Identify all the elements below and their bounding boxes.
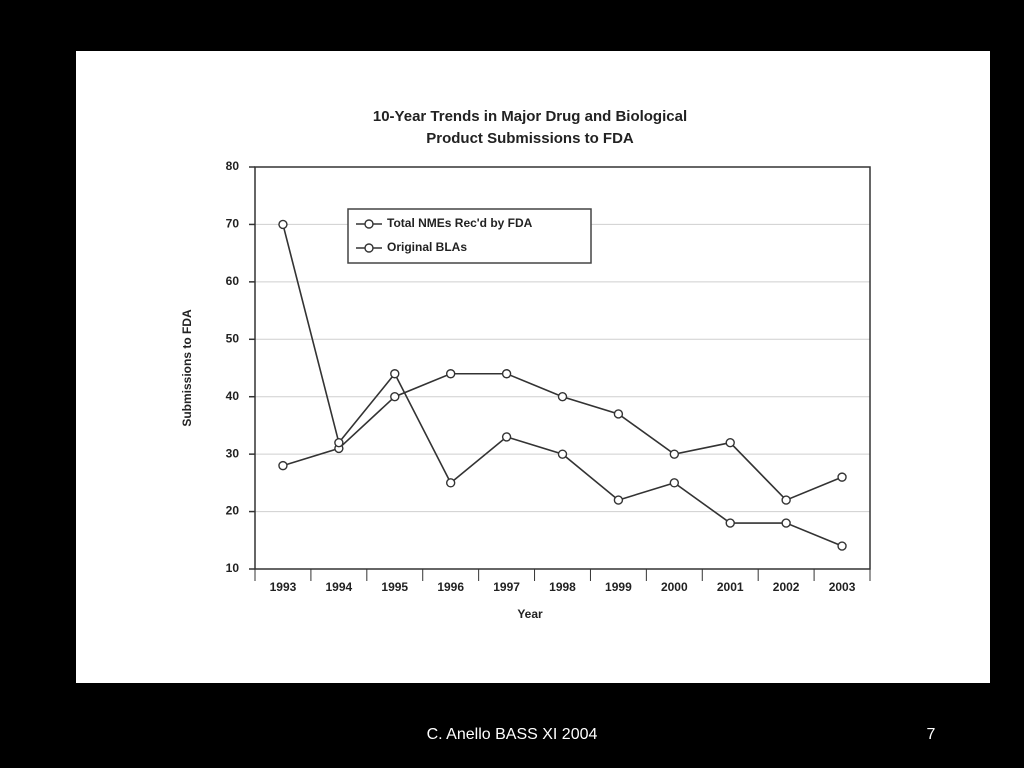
data-point bbox=[613, 495, 624, 505]
data-point bbox=[390, 392, 400, 402]
data-point bbox=[445, 369, 456, 379]
x-tick-label: 1993 bbox=[270, 580, 297, 594]
chart-title: Product Submissions to FDA bbox=[426, 130, 634, 147]
data-point bbox=[557, 392, 568, 402]
x-tick-label: 1997 bbox=[493, 580, 520, 594]
data-point bbox=[725, 437, 735, 448]
x-tick-label: 2000 bbox=[661, 580, 688, 594]
y-tick-label: 20 bbox=[226, 504, 240, 518]
y-tick-label: 30 bbox=[226, 446, 240, 460]
x-tick-label: 2002 bbox=[773, 580, 800, 594]
data-point bbox=[501, 432, 512, 442]
data-point bbox=[781, 518, 791, 528]
legend-box bbox=[347, 208, 592, 264]
x-tick-label: 1994 bbox=[326, 580, 353, 594]
y-tick-label: 60 bbox=[226, 274, 240, 288]
y-axis-label: Submissions to FDA bbox=[180, 309, 194, 427]
y-tick-label: 10 bbox=[226, 561, 240, 575]
y-tick-label: 50 bbox=[226, 331, 240, 345]
data-point bbox=[613, 409, 624, 419]
data-point bbox=[669, 478, 680, 488]
x-tick-label: 1995 bbox=[381, 580, 408, 594]
data-point bbox=[837, 541, 847, 551]
footer-text: C. Anello BASS XI 2004 bbox=[427, 726, 598, 743]
y-tick-label: 80 bbox=[226, 159, 240, 173]
plot-frame bbox=[254, 166, 871, 570]
data-point bbox=[445, 478, 456, 488]
data-point bbox=[669, 449, 680, 459]
legend-label: Original BLAs bbox=[387, 240, 467, 254]
y-tick-label: 70 bbox=[226, 217, 240, 231]
x-axis-label: Year bbox=[517, 607, 543, 621]
data-point bbox=[501, 369, 512, 379]
data-point bbox=[781, 495, 791, 505]
data-point bbox=[334, 437, 344, 448]
x-tick-label: 2001 bbox=[717, 580, 744, 594]
plot-area: 10 20 30 40 50 60 70 80 1993 1994 1995 1996 1997 1998… bbox=[226, 159, 871, 594]
legend-label: Total NMEs Rec'd by FDA bbox=[387, 216, 533, 230]
x-tick-label: 1999 bbox=[605, 580, 632, 594]
y-tick-label: 40 bbox=[226, 389, 240, 403]
x-tick-label: 2003 bbox=[829, 580, 856, 594]
legend-marker bbox=[364, 243, 374, 253]
x-tick-label: 1996 bbox=[437, 580, 464, 594]
chart-title: 10-Year Trends in Major Drug and Biologi… bbox=[373, 108, 687, 125]
data-point bbox=[278, 460, 288, 471]
legend-marker bbox=[364, 219, 374, 229]
data-point bbox=[725, 518, 735, 528]
data-point bbox=[557, 449, 568, 459]
data-point bbox=[390, 369, 400, 379]
data-point bbox=[837, 472, 847, 482]
page-number: 7 bbox=[927, 726, 936, 743]
data-point bbox=[278, 219, 288, 230]
figure-panel bbox=[76, 51, 990, 683]
x-tick-label: 1998 bbox=[549, 580, 576, 594]
